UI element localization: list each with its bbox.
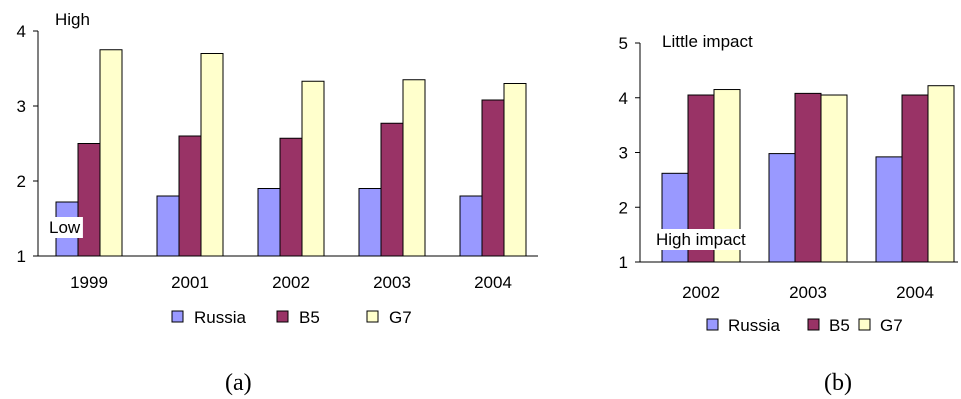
bar-g7-2004	[927, 85, 955, 263]
annotation-bottom-b: High impact	[656, 230, 746, 249]
x-tick-label-2004: 2004	[474, 273, 512, 292]
legend-swatch-b5	[807, 318, 820, 331]
bar-russia-2003	[768, 153, 796, 263]
legend-label-b5: B5	[299, 308, 320, 327]
x-tick-label-2004: 2004	[896, 283, 934, 302]
y-ticks-b: 1 2 3 4 5	[619, 34, 640, 272]
bar-b5-2001	[178, 135, 202, 257]
legend-label-g7: G7	[880, 316, 903, 335]
bar-g7-2002	[301, 80, 325, 257]
annotation-background-a	[47, 217, 83, 238]
y-tick-label-4: 4	[17, 22, 26, 41]
bar-russia-2003	[358, 188, 382, 257]
chart-panel-b: 1 2 3 4 5 2002 2003 2004 Little impact High im…	[619, 32, 958, 396]
y-tick-label-1: 1	[619, 253, 628, 272]
bar-b5-2004	[481, 99, 505, 257]
x-tick-label-2003: 2003	[789, 283, 827, 302]
y-tick-label-4: 4	[619, 89, 628, 108]
bar-b5-2003	[380, 122, 404, 257]
y-tick-label-1: 1	[17, 247, 26, 266]
annotation-bottom-a: Low	[49, 218, 81, 237]
y-tick-label-5: 5	[619, 34, 628, 53]
x-tick-label-2003: 2003	[373, 273, 411, 292]
bar-russia-2002	[257, 188, 281, 257]
legend-swatch-russia	[706, 318, 719, 331]
chart-panel-a: 1 2 3 4 1999 2001 2002 2003 2004 High Low Russi…	[17, 10, 538, 396]
y-ticks-a: 1 2 3 4	[17, 22, 38, 266]
legend-swatch-russia	[171, 310, 184, 323]
bar-g7-2004	[503, 83, 527, 257]
x-tick-label-2002: 2002	[272, 273, 310, 292]
bar-russia-2004	[875, 156, 903, 263]
legend-b: Russia B5 G7	[706, 316, 903, 335]
legend-label-russia: Russia	[728, 316, 781, 335]
legend-label-g7: G7	[389, 308, 412, 327]
y-tick-label-3: 3	[619, 144, 628, 163]
bars-group-a	[55, 49, 527, 257]
caption-a: (a)	[225, 370, 252, 396]
caption-b: (b)	[824, 370, 852, 396]
x-ticks-a: 1999 2001 2002 2003 2004	[70, 273, 512, 292]
bar-b5-2004	[901, 94, 929, 263]
x-tick-label-2001: 2001	[171, 273, 209, 292]
bar-b5-1999	[77, 143, 101, 257]
y-tick-label-2: 2	[17, 172, 26, 191]
bar-b5-2003	[794, 92, 822, 263]
legend-label-b5: B5	[829, 316, 850, 335]
legend-swatch-b5	[276, 310, 289, 323]
annotation-top-b: Little impact	[662, 32, 753, 51]
legend-swatch-g7	[858, 318, 871, 331]
legend-a: Russia B5 G7	[171, 308, 412, 327]
bar-russia-2004	[459, 195, 483, 257]
bar-g7-2003	[402, 79, 426, 257]
bar-g7-1999	[99, 49, 123, 257]
annotation-top-a: High	[55, 10, 90, 29]
legend-label-russia: Russia	[194, 308, 247, 327]
bar-russia-2001	[156, 195, 180, 257]
annotation-background-b	[654, 229, 749, 250]
y-tick-label-3: 3	[17, 97, 26, 116]
x-tick-label-2002: 2002	[682, 283, 720, 302]
bar-g7-2001	[200, 53, 224, 257]
bar-g7-2003	[820, 94, 848, 263]
bar-b5-2002	[279, 137, 303, 257]
legend-swatch-g7	[366, 310, 379, 323]
x-tick-label-1999: 1999	[70, 273, 108, 292]
x-ticks-b: 2002 2003 2004	[682, 283, 934, 302]
y-tick-label-2: 2	[619, 198, 628, 217]
